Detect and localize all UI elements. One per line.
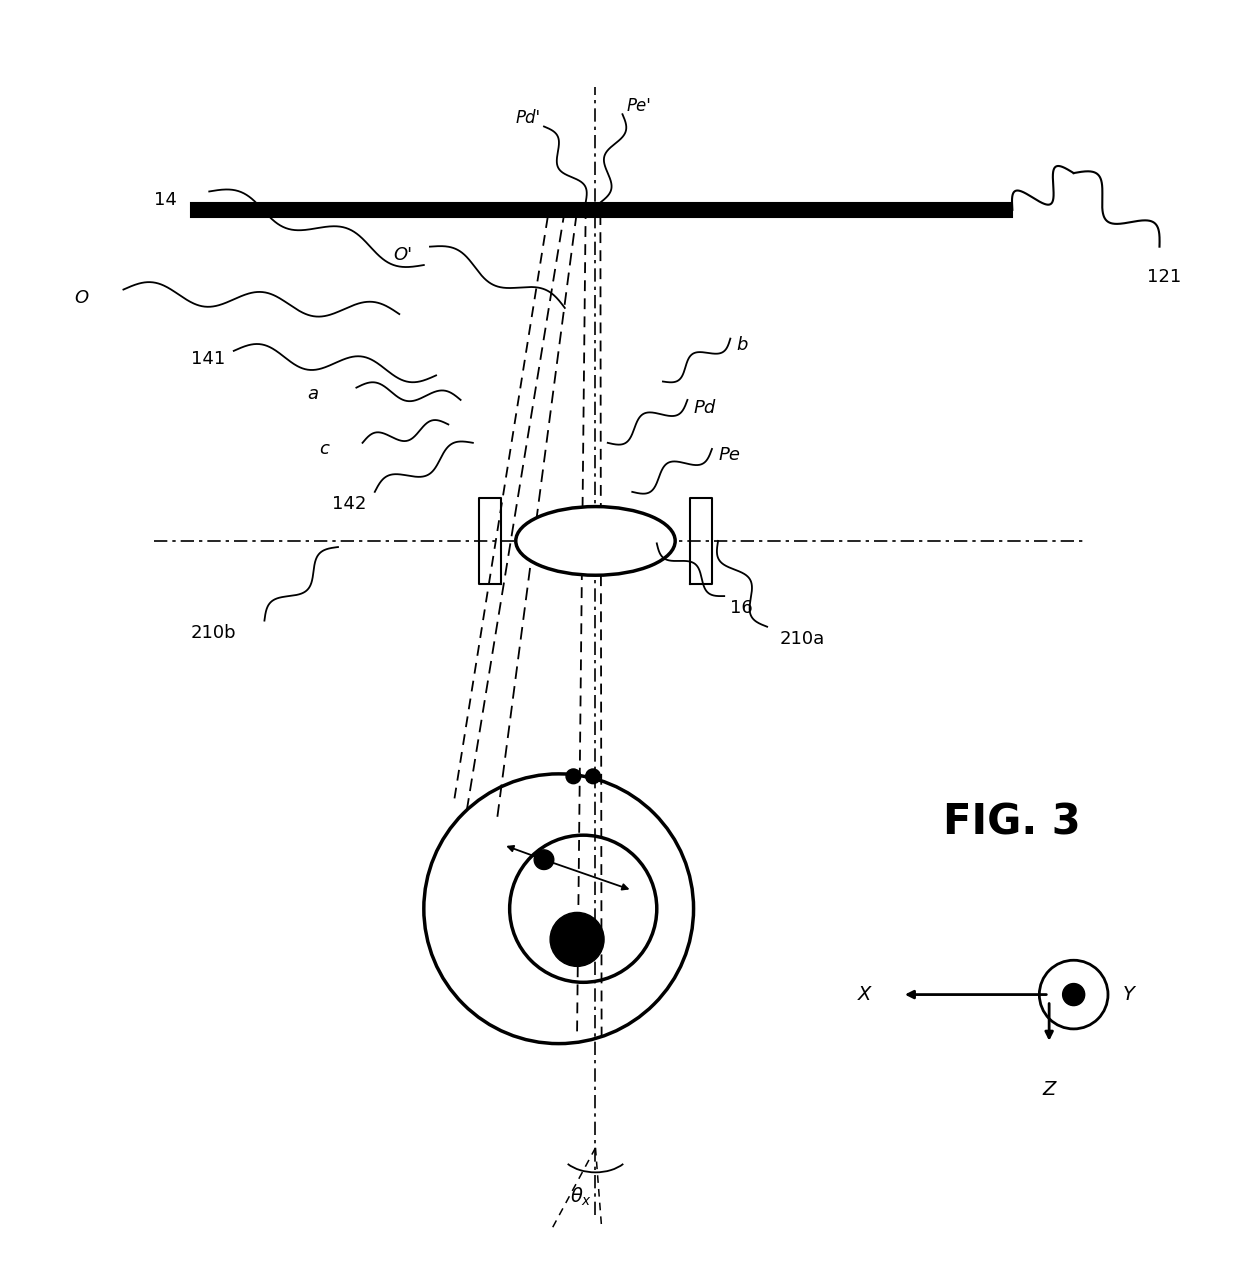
- Text: Pd': Pd': [515, 109, 541, 127]
- Text: b: b: [737, 336, 748, 354]
- Circle shape: [551, 912, 604, 966]
- Circle shape: [1063, 984, 1085, 1006]
- Text: 210b: 210b: [191, 624, 237, 642]
- Text: a: a: [308, 385, 319, 403]
- Text: Z: Z: [1043, 1080, 1055, 1099]
- Bar: [191, 202, 1012, 217]
- Text: c: c: [320, 440, 330, 458]
- Text: 121: 121: [1147, 268, 1182, 286]
- Text: 142: 142: [332, 495, 366, 514]
- Text: O: O: [74, 289, 88, 307]
- Text: FIG. 3: FIG. 3: [944, 801, 1081, 843]
- Text: Y: Y: [1122, 985, 1135, 1005]
- Text: 141: 141: [191, 350, 226, 368]
- Text: 16: 16: [730, 599, 753, 617]
- Text: X: X: [858, 985, 872, 1005]
- Text: Pe': Pe': [626, 97, 651, 115]
- Text: 210a: 210a: [780, 630, 825, 648]
- Text: O': O': [393, 247, 412, 265]
- Circle shape: [585, 769, 600, 783]
- Text: Pe: Pe: [718, 446, 740, 464]
- Text: 14: 14: [154, 190, 177, 210]
- Circle shape: [565, 769, 580, 783]
- Ellipse shape: [516, 506, 675, 575]
- Text: Pd: Pd: [693, 400, 715, 418]
- Circle shape: [534, 850, 554, 869]
- Text: $\theta_x$: $\theta_x$: [569, 1186, 591, 1208]
